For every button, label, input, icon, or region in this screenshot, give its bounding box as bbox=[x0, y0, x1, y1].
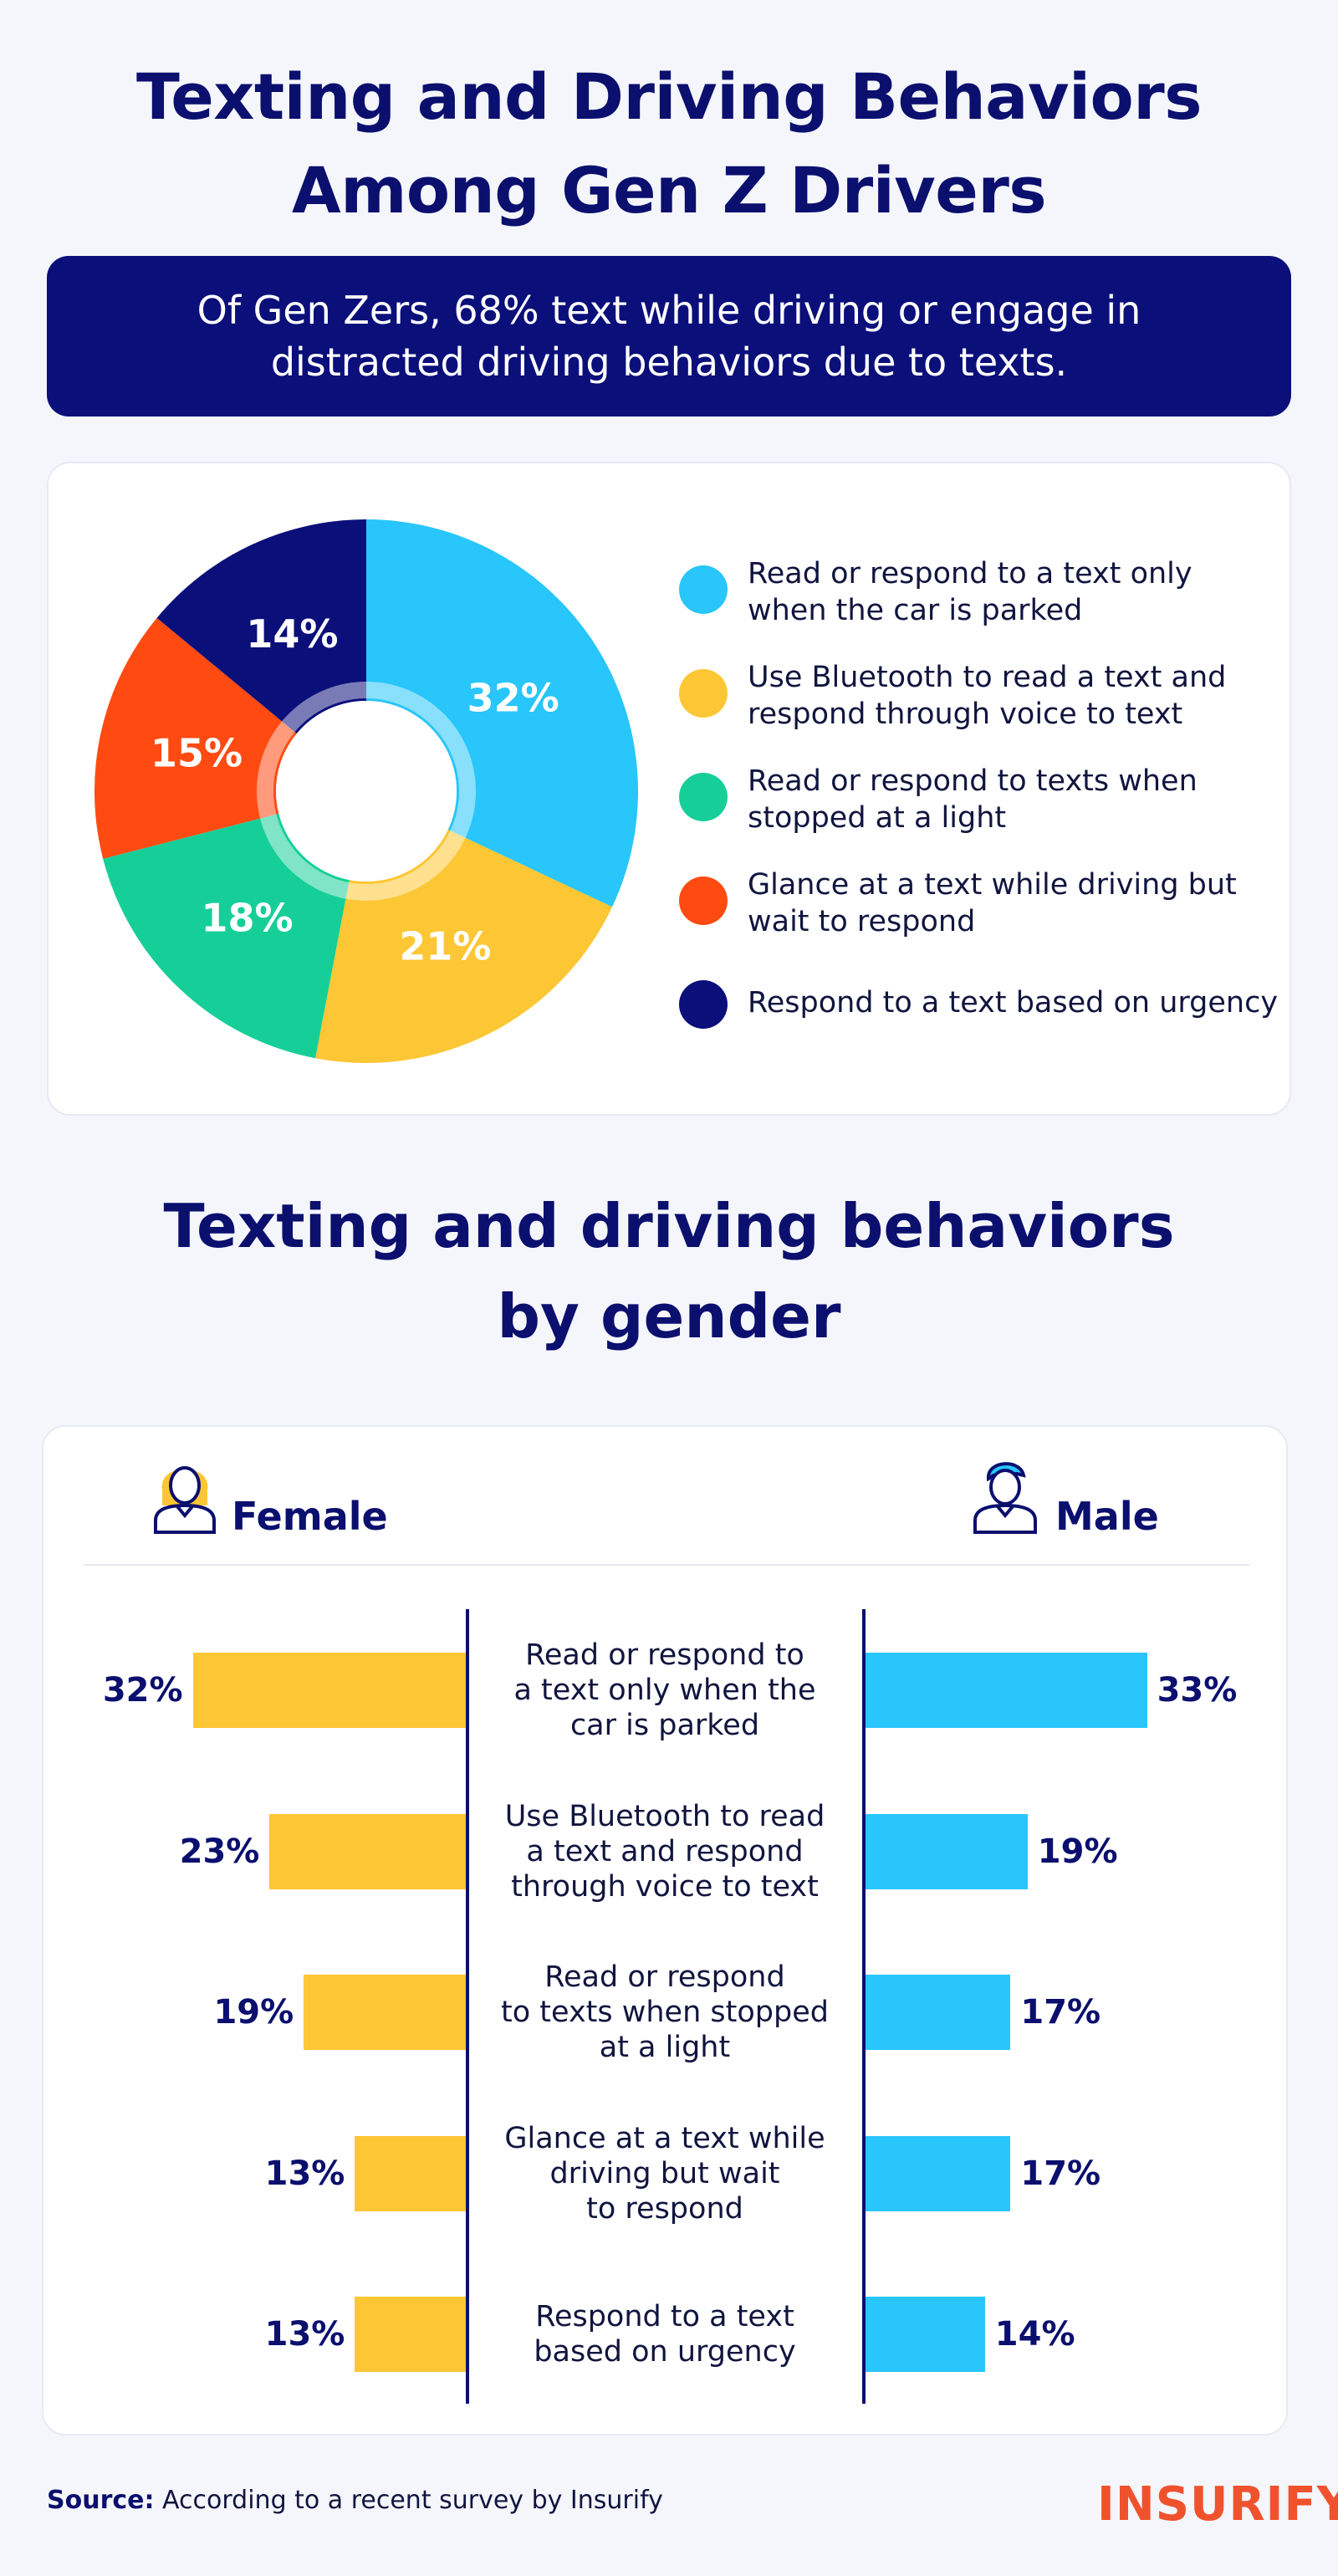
subtitle-line-1: Texting and driving behaviors bbox=[163, 1191, 1175, 1261]
female-bar-3 bbox=[304, 1975, 466, 2050]
legend-item-1: Read or respond to a text only when the c… bbox=[679, 555, 1281, 659]
male-value-label-5: 14% bbox=[994, 2315, 1075, 2354]
male-bar-3 bbox=[866, 1975, 1011, 2050]
pie-chart-card: 32% 21% 18% 15% 14% Read or respond to a tex… bbox=[47, 462, 1291, 1116]
legend-label-2: Use Bluetooth to read a text and respond … bbox=[748, 659, 1283, 733]
pie-value-label-2: 21% bbox=[399, 923, 491, 969]
female-axis-line bbox=[466, 1609, 469, 2404]
title-line-1: Texting and Driving Behaviors bbox=[136, 59, 1202, 134]
legend-label-line: respond through voice to text bbox=[748, 698, 1183, 731]
male-value-label-2: 19% bbox=[1037, 1832, 1118, 1871]
male-axis-line bbox=[862, 1609, 866, 2404]
category-label-5: Respond to a text based on urgency bbox=[485, 2299, 845, 2369]
legend-label-line: Read or respond to texts when bbox=[748, 764, 1198, 798]
category-label-line: Read or respond to bbox=[525, 1638, 804, 1672]
legend-label-3: Read or respond to texts when stopped at … bbox=[748, 763, 1283, 836]
female-heading: Female bbox=[232, 1494, 388, 1539]
donut-hole bbox=[276, 701, 457, 882]
page-title: Texting and Driving Behaviors Among Gen … bbox=[0, 50, 1338, 238]
pie-value-label-3: 18% bbox=[202, 896, 294, 941]
source-note: Source: According to a recent survey by … bbox=[47, 2486, 663, 2515]
female-value-label-4: 13% bbox=[264, 2154, 345, 2193]
female-bar-2 bbox=[269, 1813, 466, 1889]
female-bar-5 bbox=[355, 2297, 466, 2372]
donut-chart: 32% 21% 18% 15% 14% bbox=[94, 519, 638, 1063]
banner-line-1: Of Gen Zers, 68% text while driving or e… bbox=[197, 288, 1141, 333]
legend-label-line: Respond to a text based on urgency bbox=[748, 986, 1279, 1020]
donut-inner-ring bbox=[257, 682, 476, 901]
category-label-line: through voice to text bbox=[511, 1869, 819, 1904]
header-divider bbox=[84, 1564, 1249, 1566]
category-label-line: a text only when the bbox=[513, 1674, 816, 1707]
category-label-line: Respond to a text bbox=[535, 2300, 794, 2333]
legend-label-line: Use Bluetooth to read a text and bbox=[748, 661, 1227, 694]
male-value-label-1: 33% bbox=[1157, 1671, 1238, 1710]
legend-swatch-5 bbox=[679, 980, 728, 1029]
legend-label-line: when the car is parked bbox=[748, 594, 1083, 627]
summary-banner: Of Gen Zers, 68% text while driving or e… bbox=[47, 256, 1291, 417]
subtitle-line-2: by gender bbox=[497, 1281, 841, 1352]
category-label-line: Read or respond bbox=[544, 1960, 785, 1994]
pie-value-label-1: 32% bbox=[467, 676, 559, 721]
category-label-line: car is parked bbox=[569, 1709, 760, 1742]
legend-item-2: Use Bluetooth to read a text and respond … bbox=[679, 659, 1281, 763]
legend-label-line: Glance at a text while driving but bbox=[748, 868, 1237, 902]
male-bar-4 bbox=[866, 2135, 1011, 2211]
legend-swatch-1 bbox=[679, 565, 728, 614]
male-value-label-4: 17% bbox=[1020, 2154, 1101, 2193]
legend-swatch-4 bbox=[679, 877, 728, 925]
pie-slice-4 bbox=[94, 617, 297, 859]
pie-slice-2 bbox=[315, 829, 613, 1063]
category-label-line: at a light bbox=[599, 2031, 731, 2064]
pie-slice-3 bbox=[103, 813, 350, 1059]
gender-chart-card bbox=[42, 1425, 1288, 2435]
pie-legend: Read or respond to a text only when the c… bbox=[679, 555, 1281, 1074]
male-value-label-3: 17% bbox=[1020, 1993, 1101, 2032]
title-line-2: Among Gen Z Drivers bbox=[291, 153, 1047, 227]
male-bar-5 bbox=[866, 2297, 985, 2372]
legend-label-line: stopped at a light bbox=[748, 801, 1007, 835]
legend-swatch-3 bbox=[679, 773, 728, 821]
legend-label-line: Read or respond to a text only bbox=[748, 557, 1192, 590]
category-label-line: driving but wait bbox=[549, 2156, 780, 2190]
legend-swatch-2 bbox=[679, 669, 728, 718]
legend-label-4: Glance at a text while driving but wait t… bbox=[748, 866, 1283, 940]
male-bar-2 bbox=[866, 1813, 1028, 1889]
male-person-icon bbox=[973, 1462, 1037, 1534]
category-label-line: Glance at a text while bbox=[504, 2121, 825, 2155]
female-bar-4 bbox=[355, 2135, 466, 2211]
female-value-label-5: 13% bbox=[264, 2315, 345, 2354]
category-label-line: to texts when stopped bbox=[501, 1996, 829, 2029]
legend-item-3: Read or respond to texts when stopped at … bbox=[679, 763, 1281, 866]
pie-value-label-5: 14% bbox=[246, 611, 338, 657]
category-label-line: Use Bluetooth to read bbox=[504, 1799, 825, 1833]
male-bar-1 bbox=[866, 1653, 1147, 1728]
legend-label-line: wait to respond bbox=[748, 905, 976, 938]
legend-label-1: Read or respond to a text only when the c… bbox=[748, 555, 1283, 629]
gender-section-title: Texting and driving behaviors by gender bbox=[0, 1181, 1338, 1362]
female-bar-1 bbox=[192, 1653, 466, 1728]
legend-label-5: Respond to a text based on urgency bbox=[748, 984, 1283, 1021]
pie-slice-5 bbox=[156, 519, 366, 734]
male-heading: Male bbox=[1055, 1494, 1159, 1539]
insurify-logo: INSURIFY bbox=[1097, 2477, 1338, 2532]
source-text: According to a recent survey by Insurify bbox=[154, 2486, 663, 2515]
category-label-line: a text and respond bbox=[526, 1834, 804, 1868]
female-person-icon bbox=[154, 1466, 216, 1534]
female-value-label-3: 19% bbox=[213, 1993, 294, 2032]
legend-item-5: Respond to a text based on urgency bbox=[679, 970, 1281, 1074]
pie-slice-1 bbox=[366, 519, 638, 907]
category-label-line: to respond bbox=[586, 2191, 743, 2226]
female-value-label-1: 32% bbox=[102, 1671, 183, 1710]
category-label-4: Glance at a text while driving but wait to… bbox=[485, 2121, 845, 2226]
category-label-line: based on urgency bbox=[534, 2335, 796, 2369]
category-label-3: Read or respond to texts when stopped at a… bbox=[485, 1960, 845, 2065]
female-value-label-2: 23% bbox=[179, 1832, 260, 1871]
category-label-1: Read or respond to a text only when the ca… bbox=[485, 1638, 845, 1743]
pie-value-label-4: 15% bbox=[151, 731, 243, 776]
source-prefix: Source: bbox=[47, 2486, 155, 2515]
category-label-2: Use Bluetooth to read a text and respond t… bbox=[485, 1799, 845, 1904]
legend-item-4: Glance at a text while driving but wait t… bbox=[679, 866, 1281, 970]
banner-line-2: distracted driving behaviors due to text… bbox=[270, 340, 1068, 385]
